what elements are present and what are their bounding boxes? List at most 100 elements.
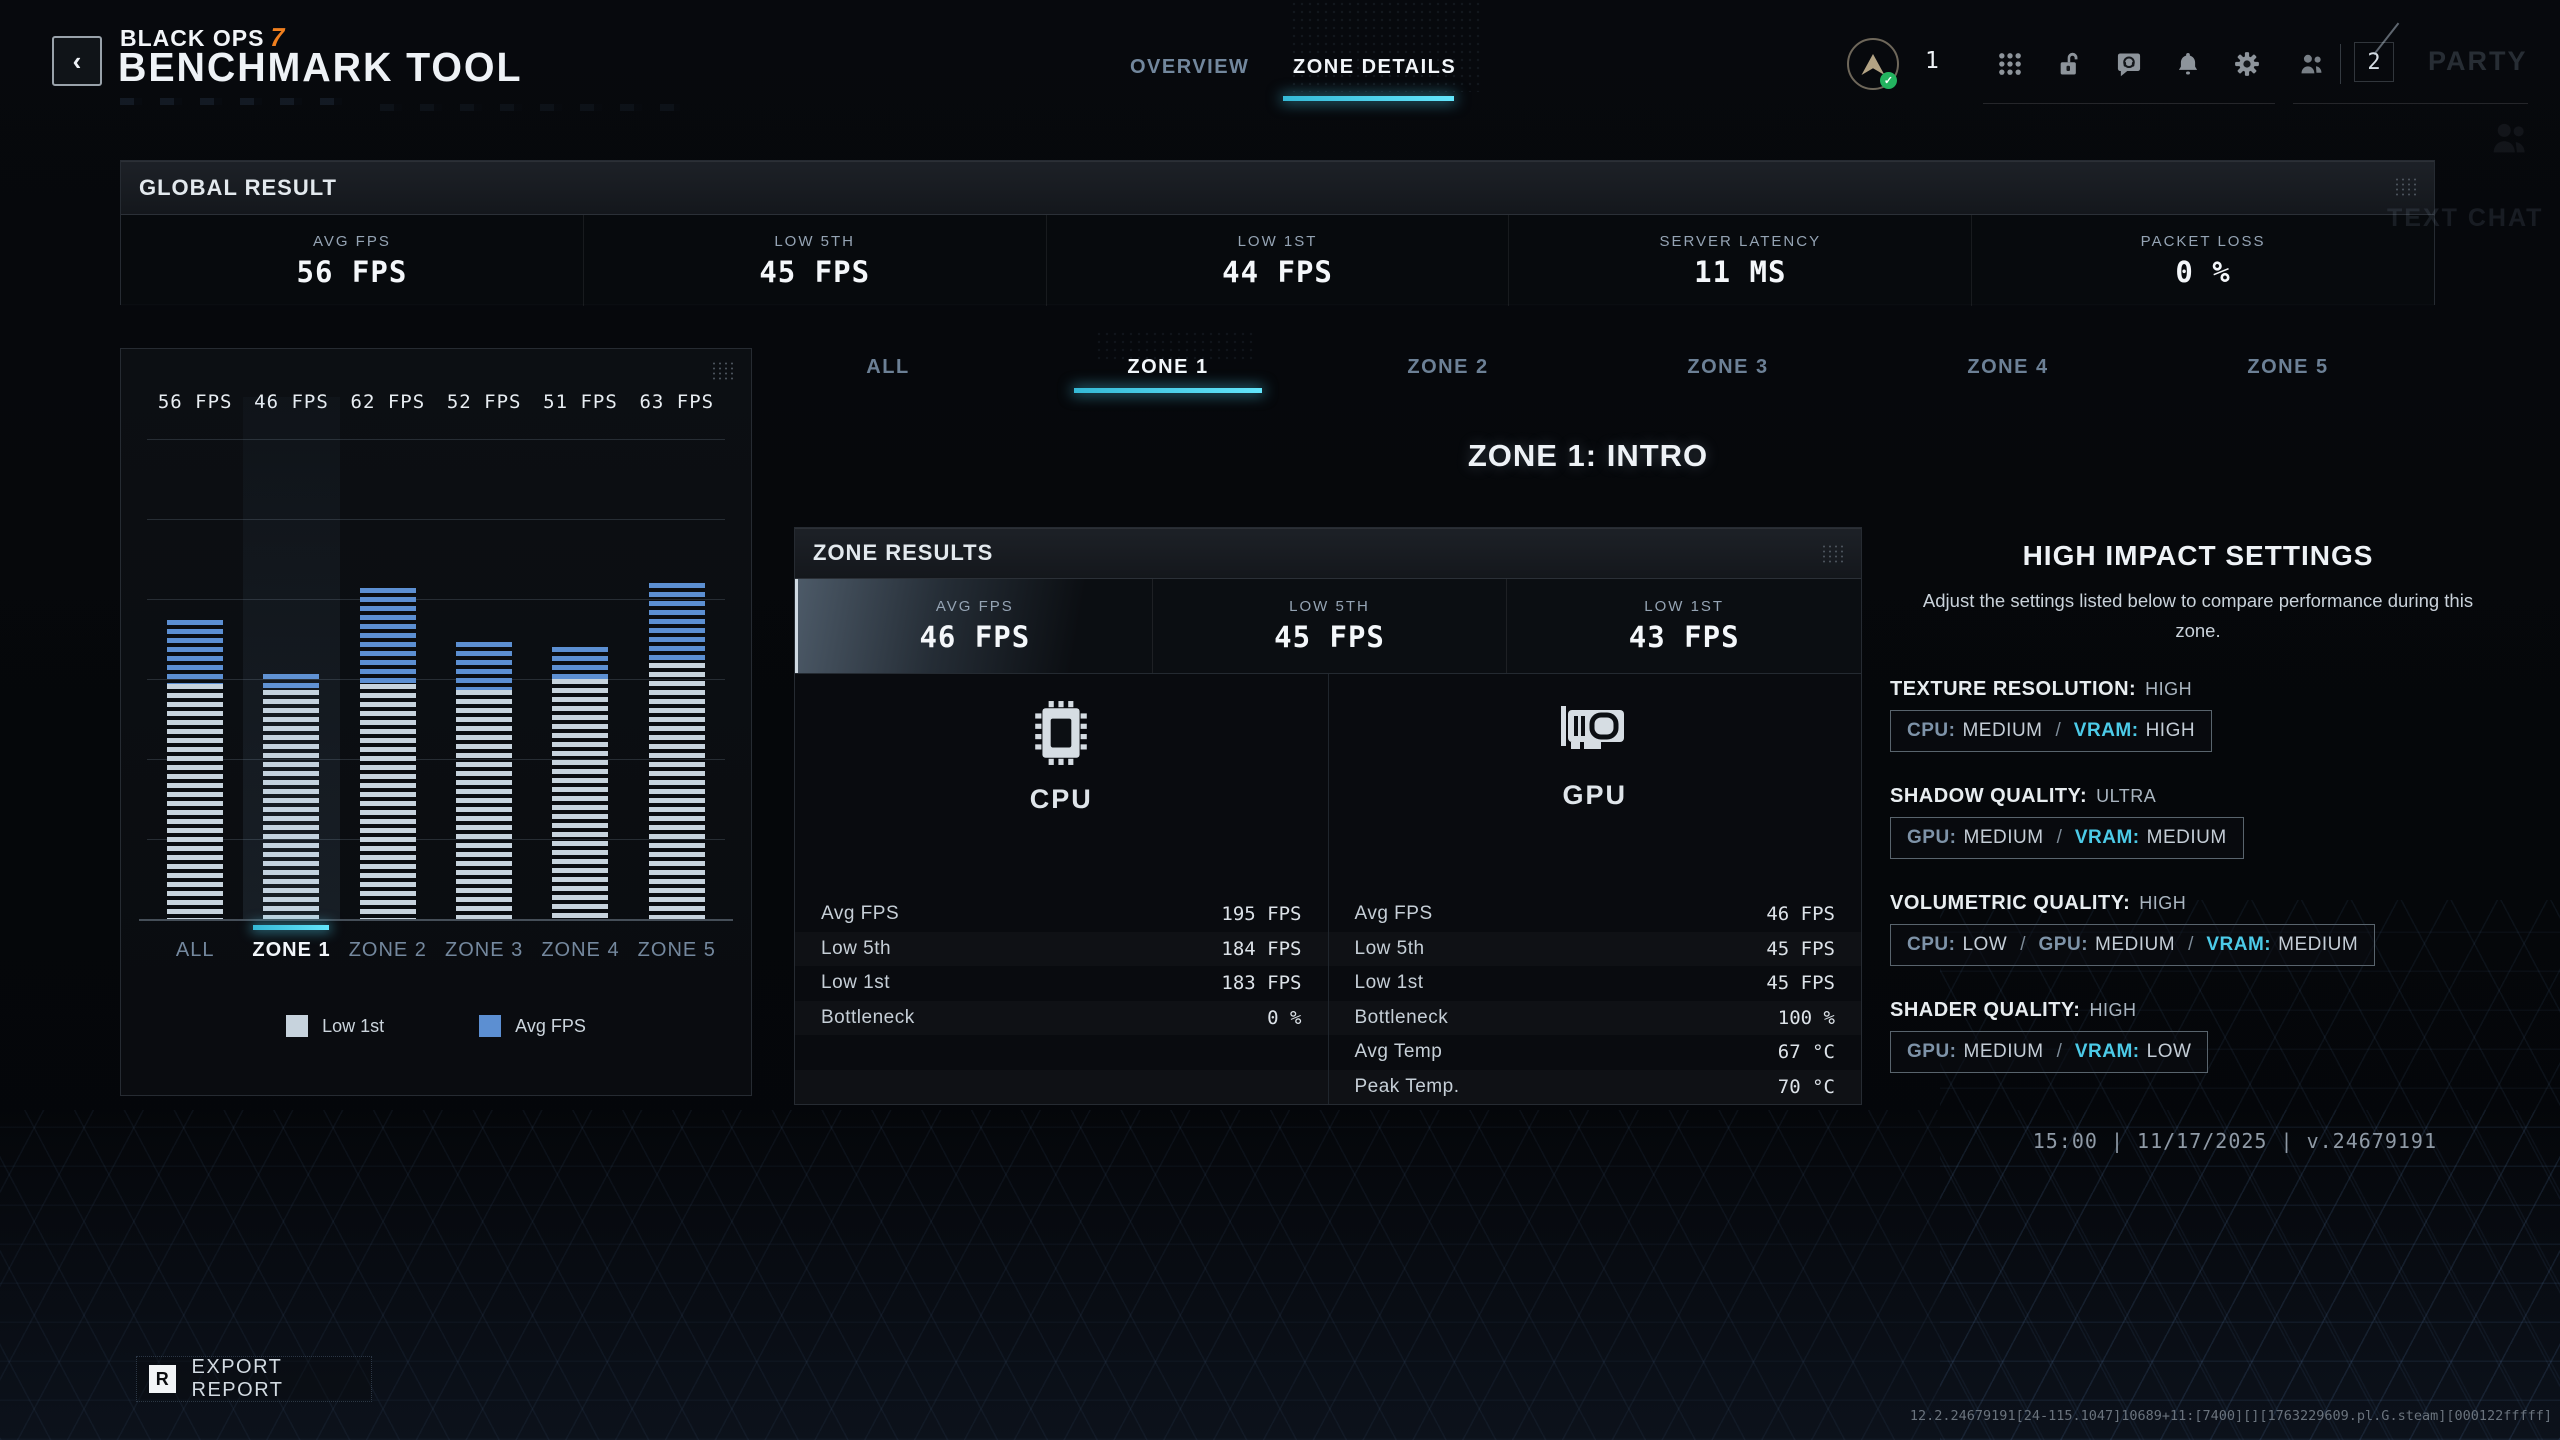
brand-logo: BLACK OPS 7 — [120, 22, 289, 53]
legend-label: Avg FPS — [515, 1015, 586, 1036]
bar-low-segment — [263, 689, 320, 919]
bar-value-label: 52 FPS — [446, 391, 522, 413]
brand-name: BLACK OPS — [120, 25, 265, 51]
setting-value: HIGH — [2139, 893, 2187, 914]
table-row: Bottleneck 0 % — [795, 1001, 1328, 1036]
zone-stats-row: AVG FPS 46 FPS LOW 5TH 45 FPS LOW 1ST 43… — [795, 578, 1861, 674]
zone-results-header: ZONE RESULTS — [795, 528, 1861, 579]
setting-name: SHADER QUALITY: — [1890, 999, 2081, 1022]
global-stat-low-1st: LOW 1ST 44 FPS — [1045, 215, 1509, 306]
zone-stat-low-1st: LOW 1ST 43 FPS — [1506, 578, 1861, 673]
chart-cat-zone-2: ZONE 2 — [340, 925, 436, 962]
back-chevron-icon: ‹ — [72, 45, 82, 76]
stat-label: LOW 5TH — [774, 232, 856, 250]
party-count-value: 2 — [2367, 49, 2381, 75]
x-axis-line — [139, 919, 733, 921]
setting-name: SHADOW QUALITY: — [1890, 785, 2088, 808]
table-row: Avg FPS 46 FPS — [1354, 903, 1836, 926]
stat-value: 11 MS — [1694, 254, 1787, 289]
zone-results-title: ZONE RESULTS — [813, 539, 994, 565]
setting-name: TEXTURE RESOLUTION: — [1890, 678, 2137, 701]
bar-zone-4 — [552, 647, 609, 919]
bar-zone-1 — [263, 673, 320, 919]
gpu-label: GPU — [1562, 780, 1627, 810]
zone-tab-zone-2[interactable]: ZONE 2 — [1407, 356, 1489, 378]
party-group-icon[interactable] — [2298, 50, 2326, 78]
zone-tab-zone-5[interactable]: ZONE 5 — [2247, 356, 2329, 378]
chart-cat-zone-1: ZONE 1 — [243, 925, 339, 962]
tab-overview[interactable]: OVERVIEW — [1130, 56, 1249, 79]
cat-label: ALL — [175, 939, 215, 961]
chart-legend: Low 1st Avg FPS — [121, 1015, 751, 1037]
active-zone-underline — [1074, 388, 1262, 393]
cat-label: ZONE 2 — [348, 939, 427, 961]
bar-avg-segment — [359, 588, 416, 685]
zone-tab-zone-3[interactable]: ZONE 3 — [1687, 356, 1769, 378]
bar-zone-5 — [648, 583, 705, 919]
panel-grid-handle-icon — [2394, 177, 2420, 197]
active-tab-underline — [1283, 96, 1454, 101]
global-stat-server-latency: SERVER LATENCY 11 MS — [1508, 215, 1971, 306]
bar-low-segment — [456, 689, 513, 919]
voice-chat-icon[interactable] — [2115, 50, 2143, 78]
rank-badge[interactable] — [1847, 38, 1899, 90]
stat-label: PACKET LOSS — [2140, 232, 2266, 250]
bar-avg-segment — [456, 641, 513, 690]
setting-volumetric-quality: VOLUMETRIC QUALITY: HIGH CPU: LOW / GPU: M… — [1890, 892, 2518, 967]
table-row: Low 5th 184 FPS — [795, 932, 1328, 967]
setting-value: HIGH — [2089, 1000, 2137, 1021]
setting-impacts-box: CPU: LOW / GPU: MEDIUM / VRAM: MEDIUM — [1890, 924, 2376, 967]
zone-tab-all[interactable]: ALL — [866, 356, 910, 378]
global-stats-row: AVG FPS 56 FPS LOW 5TH 45 FPS LOW 1ST 44… — [121, 215, 2434, 306]
tab-zone-details[interactable]: ZONE DETAILS — [1293, 56, 1456, 79]
gpu-column: GPU Avg FPS 46 FPS Low 5th 45 FPS Low 1st 4… — [1329, 674, 1862, 1104]
settings-title: HIGH IMPACT SETTINGS — [2022, 540, 2374, 571]
timestamp: 15:00 | 11/17/2025 | v.24679191 — [2032, 1129, 2437, 1153]
text-chat-ghost-label: TEXT CHAT — [2387, 204, 2544, 232]
legend-swatch-low — [286, 1015, 309, 1037]
stat-label: LOW 1ST — [1237, 232, 1318, 250]
bar-avg-segment — [167, 620, 224, 685]
gpu-icon — [1560, 706, 1624, 749]
bar-value-label: 46 FPS — [243, 391, 339, 413]
panel-grid-handle-icon — [1821, 544, 1847, 564]
fps-chart-panel: 56 FPS 46 FPS 62 FPS 52 FPS 51 FPS 63 FP… — [120, 348, 752, 1096]
setting-value: ULTRA — [2096, 786, 2157, 807]
legend-swatch-avg — [479, 1015, 502, 1037]
rank-chevron-icon — [1861, 54, 1885, 75]
export-report-button[interactable]: R EXPORT REPORT — [136, 1356, 372, 1402]
legend-label: Low 1st — [322, 1015, 385, 1036]
page-title: BENCHMARK TOOL — [118, 44, 523, 90]
dotted-backdrop — [1290, 0, 1480, 92]
triangle-pattern-band — [0, 1110, 2560, 1440]
party-count[interactable]: 2 — [2354, 42, 2394, 82]
build-version-string: 12.2.24679191[24-115.1047]10689+11:[7400… — [1909, 1408, 2552, 1424]
cat-label: ZONE 4 — [541, 939, 620, 961]
bar-low-segment — [167, 684, 224, 919]
global-stat-avg-fps: AVG FPS 56 FPS — [121, 215, 583, 306]
zone-results-panel: ZONE RESULTS AVG FPS 46 FPS LOW 5TH 45 F… — [794, 527, 1862, 1105]
setting-impacts-box: GPU: MEDIUM / VRAM: MEDIUM — [1890, 817, 2244, 860]
legend-avg-fps: Avg FPS — [479, 1015, 586, 1037]
selected-zone-highlight — [243, 397, 340, 919]
bell-icon[interactable] — [2174, 50, 2202, 78]
table-row: Bottleneck 100 % — [1329, 1001, 1862, 1036]
settings-gear-icon[interactable] — [2233, 50, 2261, 78]
party-divider — [2340, 44, 2341, 84]
back-button[interactable]: ‹ — [52, 36, 102, 86]
stat-label: SERVER LATENCY — [1659, 232, 1822, 250]
global-stat-low-5th: LOW 5TH 45 FPS — [582, 215, 1046, 306]
chart-cat-zone-3: ZONE 3 — [436, 925, 532, 962]
table-row-empty — [795, 1035, 1328, 1070]
table-row-empty — [795, 1070, 1328, 1105]
unlock-icon[interactable] — [2056, 50, 2084, 78]
apps-grid-icon[interactable] — [1996, 50, 2024, 78]
zone-tab-zone-1[interactable]: ZONE 1 — [1028, 356, 1308, 393]
rank-level: 1 — [1925, 48, 1939, 74]
bar-low-segment — [359, 684, 416, 919]
setting-texture-resolution: TEXTURE RESOLUTION: HIGH CPU: MEDIUM / VR… — [1890, 678, 2518, 753]
cat-label: ZONE 1 — [252, 939, 331, 961]
zone-tab-zone-4[interactable]: ZONE 4 — [1967, 356, 2049, 378]
glitch-decor — [380, 104, 680, 111]
